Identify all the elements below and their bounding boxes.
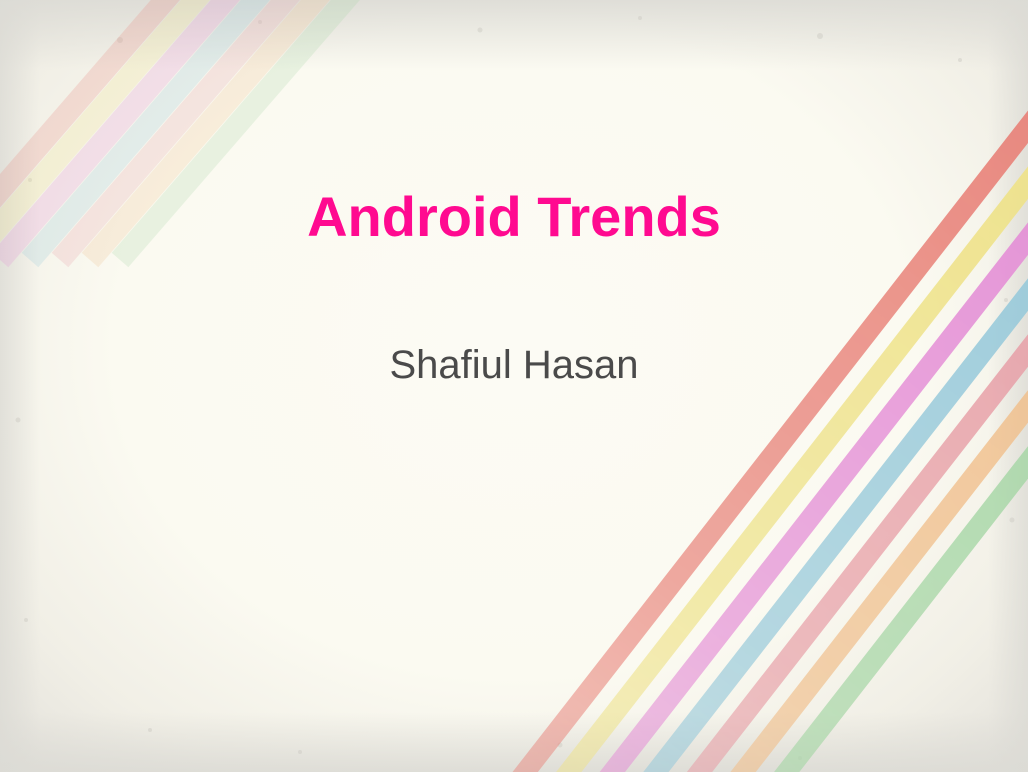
slide-title: Android Trends (307, 185, 721, 248)
slide-subtitle: Shafiul Hasan (389, 343, 639, 387)
